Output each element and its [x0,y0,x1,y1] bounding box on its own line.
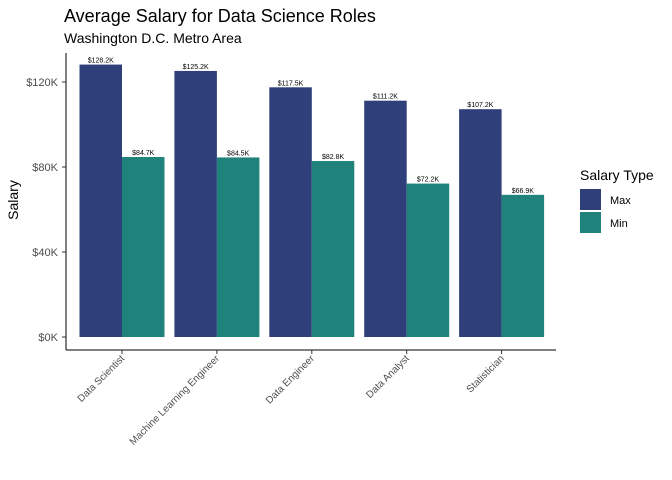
bars: $128.2K $84.7K $125.2K $84.5K $117.5K $82.8K $… [79,58,545,337]
data-label: $84.7K [132,150,155,157]
bar-min [501,194,545,337]
bar-min [311,161,355,337]
bar-min [216,157,260,337]
bar-max [364,100,407,337]
x-tick-label: Statistician [465,353,507,395]
data-label: $84.5K [227,150,250,157]
chart-title: Average Salary for Data Science Roles [64,6,376,26]
legend-key-min [580,212,601,233]
bar-min [122,157,165,337]
y-tick-label: $80K [32,162,58,174]
bar-max [79,64,122,337]
data-label: $111.2K [373,94,398,101]
y-tick-label: $0K [38,332,58,344]
legend: Salary Type Max Min [580,167,654,233]
bar-max [174,70,217,337]
legend-key-max [580,189,601,210]
data-label: $125.2K [183,64,209,71]
data-label: $117.5K [278,80,304,87]
chart-subtitle: Washington D.C. Metro Area [64,30,242,46]
bar-min [406,183,450,337]
data-label: $128.2K [88,58,114,65]
legend-label: Max [610,195,631,207]
x-tick-label: Machine Learning Engineer [128,353,223,448]
y-axis-title: Salary [5,180,21,220]
data-label: $82.8K [322,154,345,161]
legend-label: Min [610,218,628,230]
data-label: $107.2K [467,102,493,109]
bar-max [269,87,312,337]
data-label: $66.9K [512,188,535,195]
y-tick-label: $120K [26,77,58,89]
y-tick-label: $40K [32,247,58,259]
x-tick-label: Data Engineer [264,353,317,406]
x-tick-label: Data Analyst [364,353,412,401]
legend-title: Salary Type [580,167,654,183]
data-label: $72.2K [417,177,440,184]
x-tick-label: Data Scientist [76,353,128,405]
bar-max [459,109,502,337]
